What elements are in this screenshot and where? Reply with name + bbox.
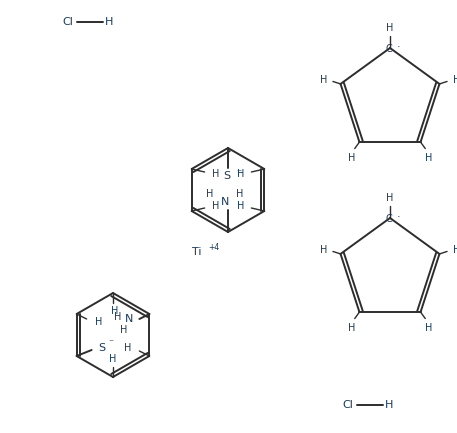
- Text: H: H: [386, 23, 393, 33]
- Text: H: H: [105, 17, 113, 27]
- Text: ·: ·: [397, 212, 401, 222]
- Text: H: H: [124, 343, 131, 353]
- Text: H: H: [320, 245, 327, 255]
- Text: C: C: [386, 214, 393, 224]
- Text: H: H: [425, 153, 432, 163]
- Text: +4: +4: [208, 242, 219, 252]
- Text: N: N: [221, 197, 229, 207]
- Text: Cl: Cl: [62, 17, 73, 27]
- Text: H: H: [386, 193, 393, 203]
- Text: H: H: [425, 323, 432, 333]
- Text: Ti: Ti: [192, 247, 202, 257]
- Text: ⁻: ⁻: [236, 168, 241, 178]
- Text: H: H: [237, 169, 244, 179]
- Text: H: H: [453, 74, 457, 84]
- Text: H: H: [453, 245, 457, 255]
- Text: C: C: [386, 44, 393, 54]
- Text: H: H: [109, 354, 117, 364]
- Text: H: H: [236, 189, 244, 199]
- Text: N: N: [125, 314, 133, 324]
- Text: H: H: [95, 317, 102, 327]
- Text: S: S: [99, 343, 106, 353]
- Text: H: H: [237, 201, 244, 211]
- Text: ·: ·: [397, 42, 401, 52]
- Text: H: H: [112, 306, 119, 316]
- Text: H: H: [347, 153, 355, 163]
- Text: H: H: [347, 323, 355, 333]
- Text: S: S: [223, 171, 231, 181]
- Text: H: H: [320, 74, 327, 84]
- Text: ⁻: ⁻: [109, 338, 114, 348]
- Text: H: H: [212, 201, 219, 211]
- Text: Cl: Cl: [342, 400, 353, 410]
- Text: H: H: [212, 169, 219, 179]
- Text: H: H: [114, 312, 122, 322]
- Text: H: H: [206, 189, 214, 199]
- Text: H: H: [385, 400, 393, 410]
- Text: H: H: [120, 325, 128, 335]
